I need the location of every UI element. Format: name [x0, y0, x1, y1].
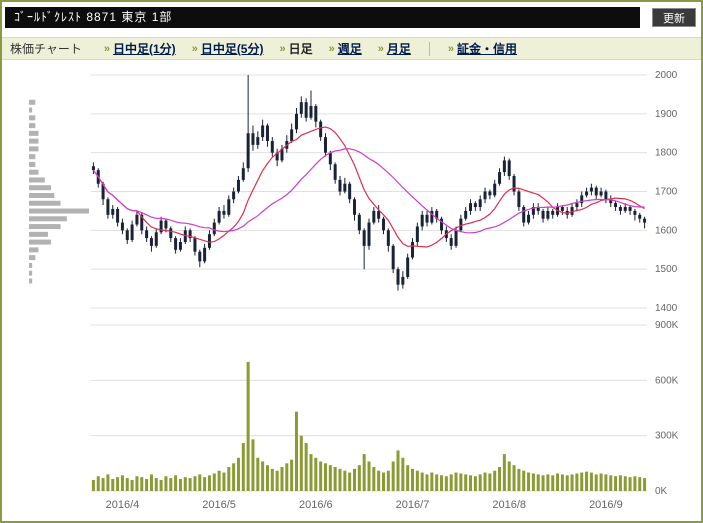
svg-text:300K: 300K	[655, 431, 679, 442]
stock-chart-svg: 2000 1900 1800 1700 1600 1500 1400 900K 600K 300K…	[29, 70, 679, 511]
volume-bars	[91, 361, 647, 491]
chevron-right-icon: »	[103, 42, 111, 55]
svg-text:1800: 1800	[655, 148, 678, 159]
tab-label: 日中足(1分)	[113, 42, 176, 56]
tab-daily[interactable]: » 日足	[271, 40, 320, 57]
header: ｺﾞｰﾙﾄﾞｸﾚｽﾄ 8871 東京 1部 更新	[2, 2, 701, 28]
svg-text:1400: 1400	[655, 303, 678, 314]
chevron-right-icon: »	[279, 42, 286, 55]
svg-text:2016/5: 2016/5	[202, 499, 236, 511]
svg-text:2016/4: 2016/4	[106, 499, 140, 511]
chevron-right-icon: »	[191, 42, 198, 55]
tab-label: 月足	[386, 42, 411, 56]
link-margin-credit[interactable]: » 証金・信用	[440, 40, 525, 57]
tab-label: 日中足(5分)	[200, 42, 264, 56]
chart-area: 2000 1900 1800 1700 1600 1500 1400 900K 600K 300K…	[2, 60, 701, 521]
tab-label: 日足	[288, 42, 313, 56]
tab-intraday-1min[interactable]: » 日中足(1分)	[96, 40, 184, 57]
refresh-button[interactable]: 更新	[652, 8, 696, 27]
title-bar: ｺﾞｰﾙﾄﾞｸﾚｽﾄ 8871 東京 1部	[5, 7, 640, 28]
price-gridlines	[91, 74, 647, 309]
tab-label: 証金・信用	[457, 42, 518, 56]
tab-weekly[interactable]: » 週足	[321, 40, 370, 57]
volume-axis-labels: 900K 600K 300K 0K	[655, 320, 679, 497]
month-labels: 2016/4 2016/5 2016/6 2016/7 2016/8 2016/9	[106, 499, 623, 511]
svg-text:2016/8: 2016/8	[492, 499, 526, 511]
svg-text:2016/9: 2016/9	[589, 499, 623, 511]
tab-intraday-5min[interactable]: » 日中足(5分)	[184, 40, 272, 57]
svg-text:2016/7: 2016/7	[396, 499, 430, 511]
svg-text:0K: 0K	[655, 486, 668, 497]
chevron-right-icon: »	[447, 42, 455, 55]
moving-average-lines	[92, 126, 645, 248]
tab-monthly[interactable]: » 月足	[370, 40, 419, 57]
svg-text:1600: 1600	[655, 225, 678, 236]
svg-text:600K: 600K	[655, 375, 679, 386]
svg-text:1700: 1700	[655, 187, 678, 198]
nav-divider	[428, 41, 430, 56]
candlesticks	[91, 75, 647, 291]
chevron-right-icon: »	[377, 42, 384, 55]
nav-section-label: 株価チャート	[10, 42, 82, 56]
chevron-right-icon: »	[328, 42, 335, 55]
svg-text:900K: 900K	[655, 320, 679, 331]
price-axis-labels: 2000 1900 1800 1700 1600 1500 1400	[655, 70, 678, 314]
volume-profile	[29, 99, 89, 284]
chart-nav: 株価チャート » 日中足(1分) » 日中足(5分) » 日足 » 週足 » 月…	[2, 37, 701, 60]
stock-title: ｺﾞｰﾙﾄﾞｸﾚｽﾄ 8871 東京 1部	[14, 10, 173, 24]
svg-text:2000: 2000	[655, 70, 678, 81]
svg-text:1500: 1500	[655, 264, 678, 275]
tab-label: 週足	[337, 42, 362, 56]
svg-text:2016/6: 2016/6	[299, 499, 333, 511]
svg-text:1900: 1900	[655, 109, 678, 120]
